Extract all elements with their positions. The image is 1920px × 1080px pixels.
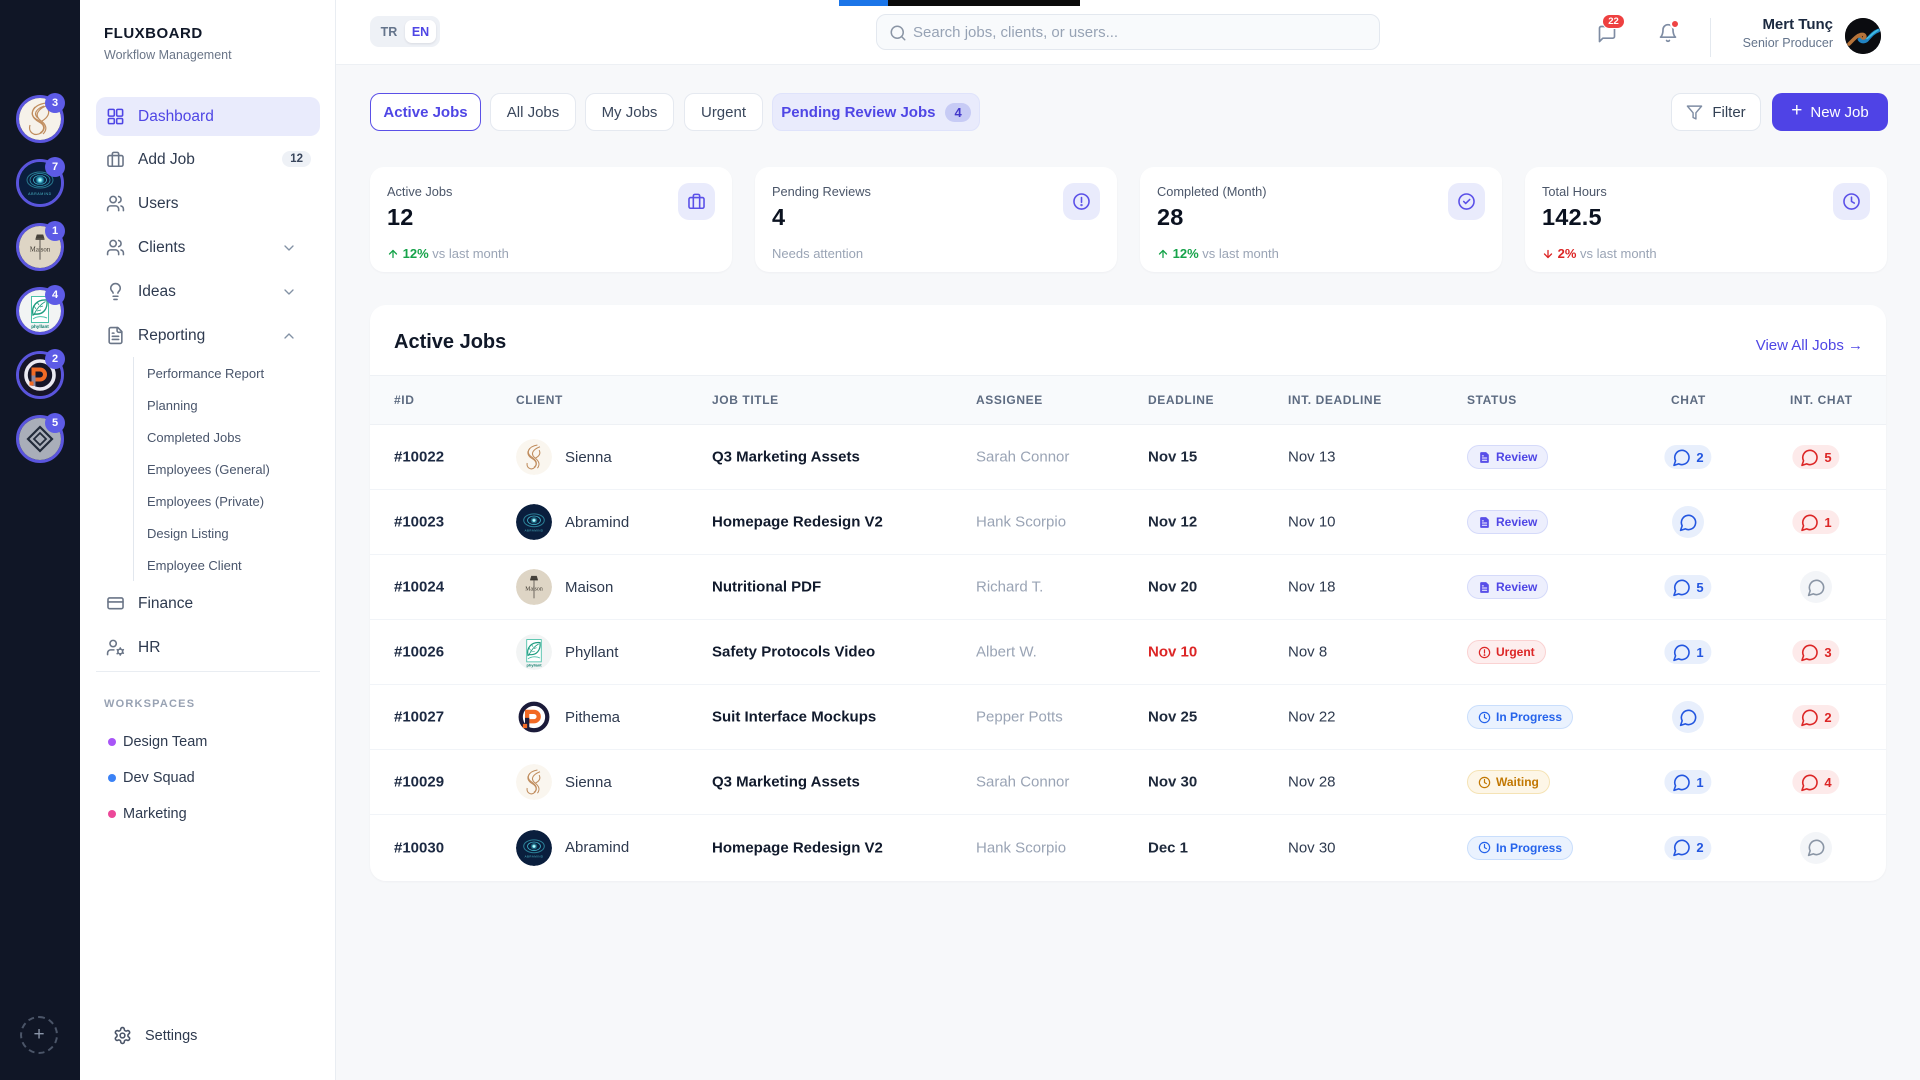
svg-text:phyllant: phyllant bbox=[526, 663, 542, 668]
svg-text:Maison: Maison bbox=[525, 586, 543, 592]
svg-text:ABRAMIND: ABRAMIND bbox=[28, 192, 52, 196]
svg-text:ABRAMIND: ABRAMIND bbox=[525, 854, 544, 858]
svg-text:phyllant: phyllant bbox=[31, 324, 49, 329]
svg-text:Maison: Maison bbox=[30, 247, 51, 254]
svg-text:ABRAMIND: ABRAMIND bbox=[525, 528, 544, 532]
